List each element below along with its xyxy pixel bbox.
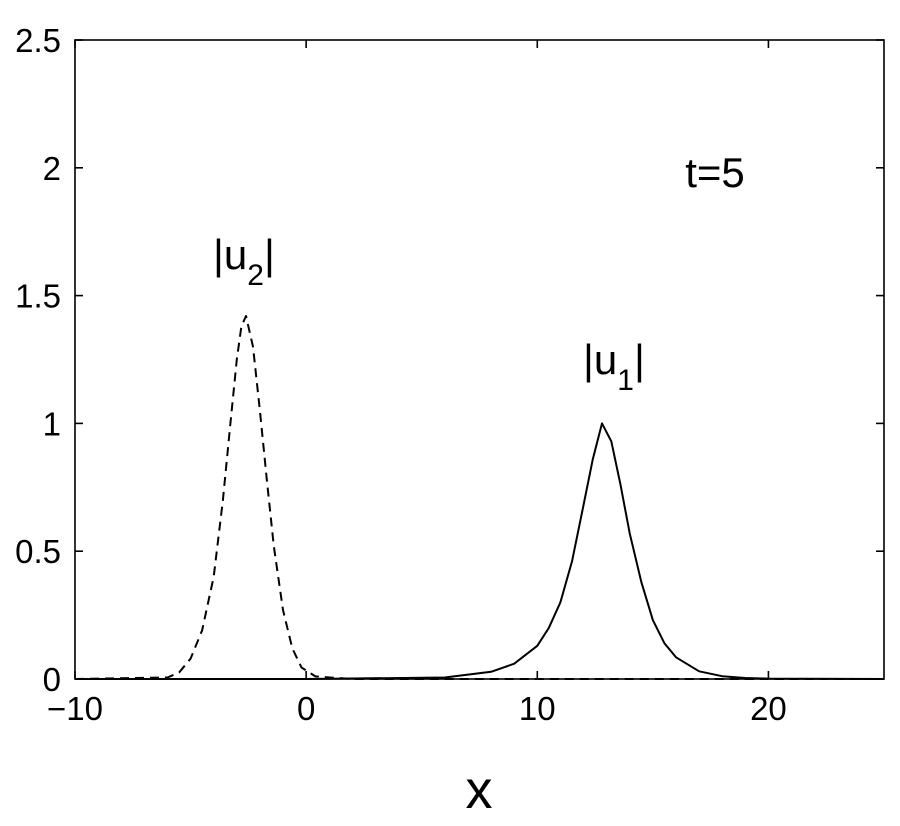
y-tick-label: 0 (43, 661, 61, 698)
y-tick-label: 1 (43, 405, 61, 442)
plot-frame (74, 39, 885, 680)
y-tick-label: 0.5 (15, 533, 61, 570)
series-line-u1 (75, 422, 885, 680)
axes-frame (74, 39, 885, 680)
u2-label-sub: 2 (247, 259, 264, 292)
y-tick-label: 2 (43, 150, 61, 187)
u1-label: |u1| (583, 336, 645, 397)
x-tick-label: 10 (519, 690, 556, 727)
y-tick-label: 2.5 (15, 22, 61, 59)
u1-label-text: |u (583, 336, 617, 383)
u2-label: |u2| (213, 231, 275, 292)
x-tick-label: 0 (297, 690, 315, 727)
series-line-u2 (74, 315, 884, 680)
u2-label-close: | (264, 231, 275, 278)
u1-label-close: | (634, 336, 645, 383)
svg-text:|u2|: |u2| (213, 231, 275, 292)
svg-text:|u1|: |u1| (583, 336, 645, 397)
axis-ticks (74, 39, 884, 680)
x-axis-label: x (466, 760, 493, 820)
x-tick-label: 20 (750, 690, 787, 727)
u2-label-text: |u (213, 231, 247, 278)
u1-label-sub: 1 (617, 364, 634, 397)
series-lines (74, 315, 885, 680)
time-annotation: t=5 (685, 149, 745, 196)
y-tick-label: 1.5 (15, 278, 61, 315)
x-tick-label: −10 (47, 690, 103, 727)
